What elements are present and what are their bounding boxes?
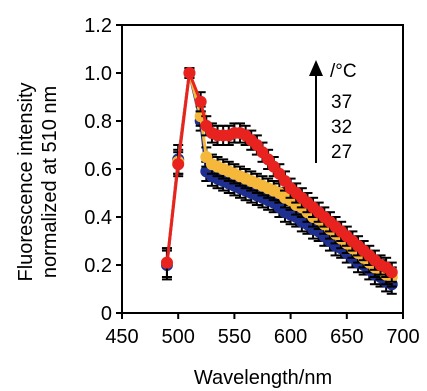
data-point <box>385 266 398 279</box>
y-tick-label: 0.4 <box>84 207 112 229</box>
x-tick-label: 450 <box>105 326 138 348</box>
series-37 <box>160 67 398 283</box>
data-point <box>172 158 185 171</box>
y-axis-title-line-1: Fluorescence intensity <box>15 83 37 282</box>
legend-entry-37: 37 <box>331 92 352 113</box>
legend: /°C 37 32 27 <box>309 60 357 163</box>
x-tick-label: 500 <box>162 326 195 348</box>
y-tick-label: 0.2 <box>84 255 112 277</box>
y-axis-title-line-2: normalized at 510 nm <box>39 86 61 278</box>
legend-entry-27: 27 <box>331 142 352 163</box>
y-axis: 0 0.2 0.4 0.6 0.8 1.0 1.2 <box>84 15 122 325</box>
data-point <box>194 95 207 108</box>
legend-entry-32: 32 <box>331 117 352 138</box>
x-tick-label: 650 <box>330 326 363 348</box>
x-axis-title: Wavelength/nm <box>194 367 332 389</box>
y-tick-label: 0.6 <box>84 159 112 181</box>
y-tick-label: 1.0 <box>84 63 112 85</box>
series-layer <box>160 67 398 295</box>
legend-arrow-head <box>309 60 323 76</box>
x-tick-label: 700 <box>386 326 419 348</box>
data-point <box>160 256 173 269</box>
data-point <box>183 67 196 79</box>
x-axis: 450 500 550 600 650 700 <box>105 313 420 348</box>
y-tick-label: 0 <box>101 303 112 325</box>
x-tick-label: 550 <box>218 326 251 348</box>
x-tick-label: 600 <box>274 326 307 348</box>
y-tick-label: 0.8 <box>84 111 112 133</box>
legend-unit: /°C <box>330 61 357 82</box>
y-tick-label: 1.2 <box>84 15 112 37</box>
y-axis-title: Fluorescence intensity normalized at 510… <box>15 83 61 282</box>
